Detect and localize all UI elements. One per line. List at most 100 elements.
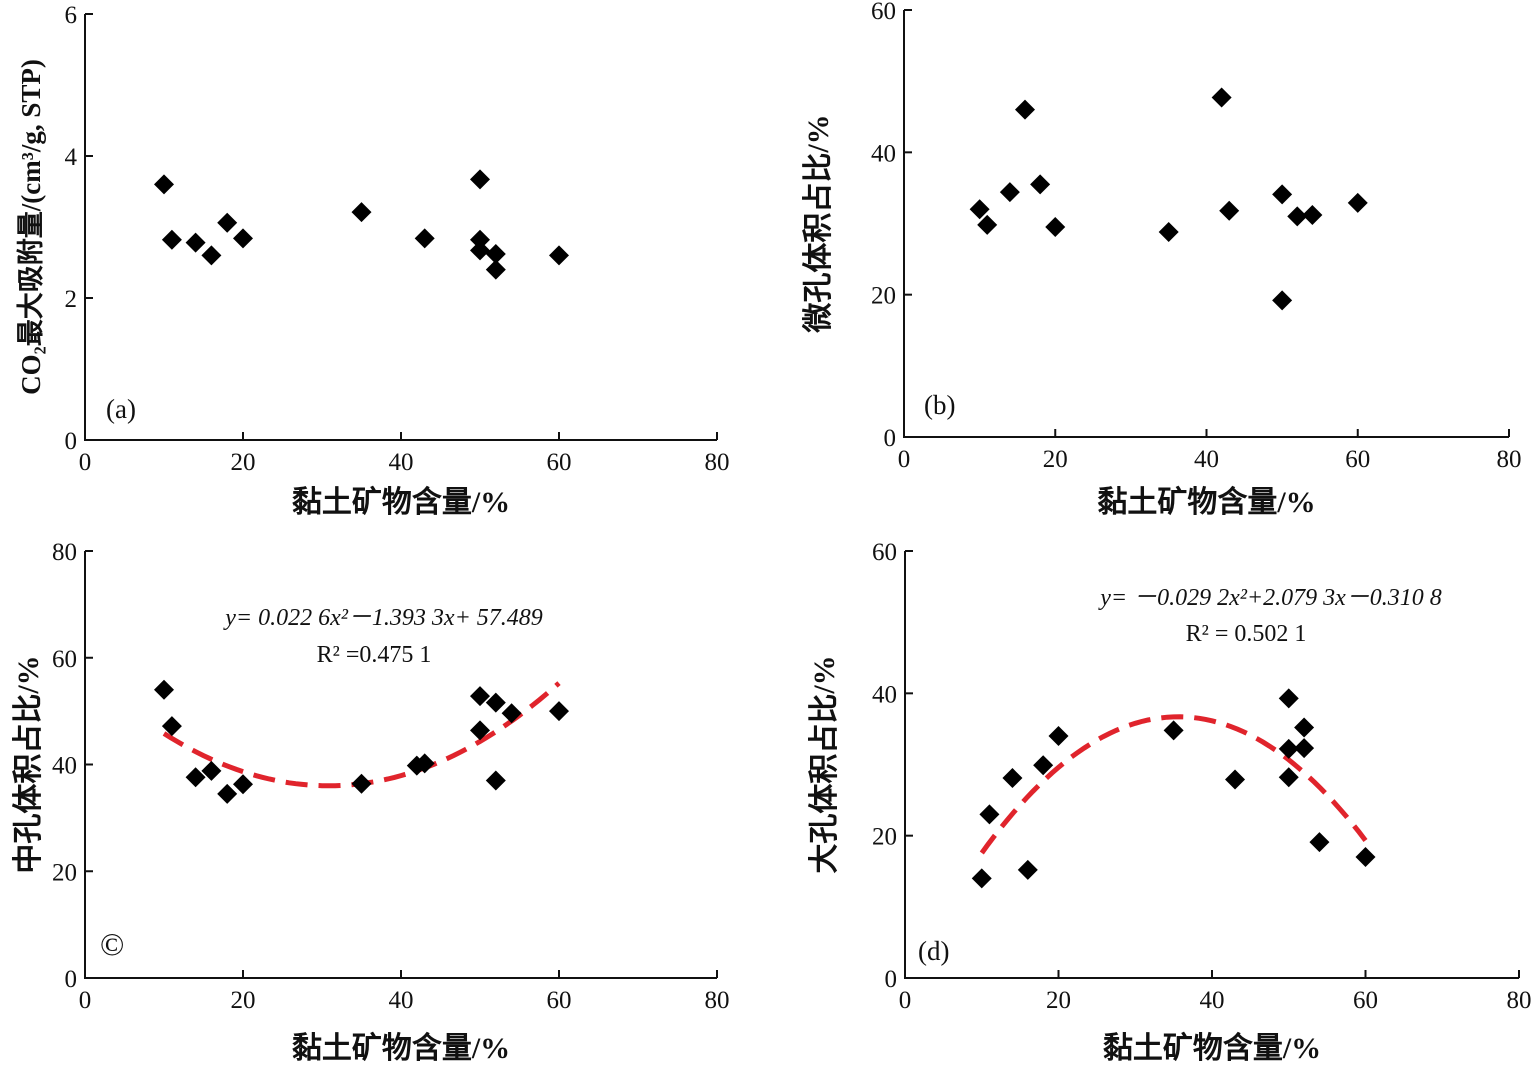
x-tick-label: 0: [898, 446, 911, 473]
data-point: [201, 760, 222, 781]
y-tick-label: 60: [52, 646, 77, 673]
data-point: [154, 679, 174, 700]
x-tick-label: 80: [1507, 987, 1532, 1014]
data-point: [1219, 200, 1240, 221]
fit-equation: y= 0.022 6x²－1.393 3x+ 57.489: [223, 605, 543, 631]
x-tick-label: 20: [1046, 987, 1071, 1014]
panel-label: (b): [924, 390, 955, 420]
data-point: [1048, 726, 1069, 747]
y-tick-label: 4: [65, 144, 78, 171]
data-point: [185, 232, 206, 253]
y-tick-label: 0: [885, 966, 898, 993]
data-point: [549, 245, 569, 266]
data-point: [233, 774, 253, 795]
data-point: [501, 703, 522, 724]
x-tick-label: 0: [79, 987, 92, 1014]
fit-equation: y= －0.029 2x²+2.079 3x－0.310 8: [1098, 585, 1442, 611]
data-point: [161, 229, 182, 250]
y-tick-label: 0: [65, 966, 78, 993]
data-point: [217, 212, 238, 233]
data-point: [1294, 738, 1315, 759]
x-axis-label: 黏土矿物含量/%: [1097, 485, 1315, 519]
data-point: [351, 773, 372, 794]
y-tick-label: 60: [872, 539, 897, 566]
x-tick-label: 40: [389, 987, 414, 1014]
y-tick-label: 20: [871, 283, 896, 310]
x-tick-label: 60: [547, 987, 572, 1014]
data-point: [414, 753, 435, 774]
data-point: [1163, 720, 1184, 741]
data-point: [470, 720, 490, 741]
data-point: [1272, 290, 1293, 311]
data-point: [1294, 717, 1315, 738]
panel-b: 0 20 40 60 80 0 20 40 60 黏土矿物含量/% 微孔体积占比/% (b): [802, 0, 1522, 519]
y-axis-label: 大孔体积占比/%: [808, 655, 841, 873]
data-point: [485, 243, 506, 264]
data-point: [485, 259, 506, 280]
data-point: [470, 229, 490, 250]
x-tick-label: 60: [547, 449, 572, 476]
data-point: [1278, 688, 1299, 709]
axes-a: [84, 14, 717, 441]
data-point: [1211, 87, 1232, 108]
data-point: [1015, 99, 1035, 120]
y-tick-label: 2: [65, 286, 78, 313]
x-tick-label: 40: [1200, 987, 1225, 1014]
x-tick-label: 20: [1043, 446, 1068, 473]
data-point: [217, 783, 238, 804]
data-point: [549, 701, 569, 722]
fit-r-squared: R² =0.475 1: [317, 642, 432, 668]
data-point: [414, 228, 435, 249]
data-point: [969, 199, 990, 220]
x-tick-label: 80: [705, 449, 730, 476]
x-axis-label: 黏土矿物含量/%: [292, 485, 510, 519]
data-point: [201, 245, 222, 266]
data-point: [1302, 204, 1323, 225]
data-point: [351, 202, 372, 223]
data-point: [1278, 738, 1299, 759]
fit-r-squared: R² = 0.502 1: [1186, 621, 1307, 647]
data-point: [971, 868, 992, 889]
x-tick-label: 0: [79, 449, 92, 476]
y-tick-label: 40: [871, 140, 896, 167]
data-point: [470, 169, 490, 190]
x-tick-label: 20: [231, 987, 256, 1014]
y-axis-label: 微孔体积占比/%: [802, 114, 835, 333]
y-tick-label: 20: [52, 859, 77, 886]
axes-d: [904, 551, 1519, 979]
y-tick-label: 60: [871, 0, 896, 25]
data-point: [1278, 767, 1299, 788]
x-tick-label: 60: [1345, 446, 1370, 473]
data-point: [1017, 859, 1038, 880]
panel-c: 0 20 40 60 80 0 20 40 60 80 黏土矿物含量/% 中孔体积占比/% © y= 0.…: [12, 539, 730, 1065]
data-point: [161, 716, 182, 737]
data-point: [1355, 847, 1376, 868]
x-tick-label: 0: [899, 987, 912, 1014]
panel-d: 0 20 40 60 80 0 20 40 60 黏土矿物含量/% 大孔体积占比/% (d) y= －0…: [808, 539, 1532, 1065]
fit-curve: [979, 714, 1368, 855]
data-point: [1287, 206, 1308, 227]
data-point: [999, 182, 1020, 203]
data-point: [485, 692, 506, 713]
data-point: [1225, 769, 1246, 790]
panel-label: (a): [106, 394, 136, 424]
y-axis-label: 中孔体积占比/%: [12, 655, 45, 873]
data-point: [233, 228, 253, 249]
x-tick-label: 80: [1497, 446, 1522, 473]
data-point: [154, 174, 174, 195]
x-tick-label: 40: [1194, 446, 1219, 473]
data-point: [1030, 174, 1051, 195]
data-point: [1347, 192, 1368, 213]
data-point: [470, 240, 490, 261]
data-point: [1033, 755, 1054, 776]
data-point: [485, 770, 506, 791]
y-tick-label: 6: [65, 2, 78, 29]
x-axis-label: 黏土矿物含量/%: [292, 1031, 510, 1065]
y-tick-label: 80: [52, 539, 77, 566]
y-tick-label: 40: [872, 681, 897, 708]
data-point: [1002, 768, 1023, 789]
x-tick-label: 20: [231, 449, 256, 476]
panel-label: ©: [100, 926, 124, 962]
data-point: [979, 804, 1000, 825]
